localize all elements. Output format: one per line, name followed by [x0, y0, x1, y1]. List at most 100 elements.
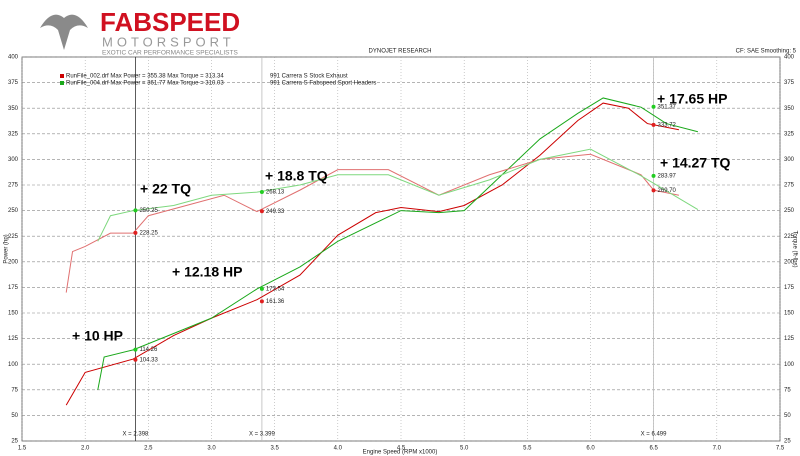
marker [259, 299, 264, 304]
annotation: + 18.8 TQ [265, 168, 328, 184]
y-tick-label: 400 [8, 55, 19, 61]
series-line [97, 148, 699, 242]
annotation: + 22 TQ [140, 181, 191, 197]
x-tick-label: 4.5 [397, 446, 406, 452]
y-tick-label: 225 [8, 234, 19, 240]
y2-tick-label: 325 [784, 131, 795, 137]
logo-emblem [40, 14, 88, 51]
y2-tick-label: 50 [784, 413, 791, 419]
marker-label: 268.13 [266, 190, 285, 196]
x-tick-label: 4.0 [334, 446, 343, 452]
y2-tick-label: 200 [784, 259, 795, 265]
marker [259, 190, 264, 195]
marker-label: 173.54 [266, 286, 285, 292]
y2-tick-label: 375 [784, 80, 795, 86]
marker [133, 347, 138, 352]
marker-label: 228.25 [139, 230, 158, 236]
y2-tick-label: 350 [784, 106, 795, 112]
cursor-label: X = 3.399 [249, 432, 276, 438]
brand: FABSPEED [100, 7, 240, 37]
y2-axis-title: Torque (ft-lbs) [791, 230, 797, 267]
marker [651, 188, 656, 193]
logo: FABSPEED MOTORSPORT EXOTIC CAR PERFORMAN… [40, 7, 240, 57]
marker [651, 122, 656, 127]
x-tick-label: 1.5 [18, 446, 27, 452]
y-tick-label: 75 [11, 387, 18, 393]
y2-tick-label: 150 [784, 311, 795, 317]
legend-label: 991 Carrera S Stock Exhaust [270, 74, 348, 80]
marker-label: 250.25 [139, 208, 158, 214]
y2-tick-label: 400 [784, 55, 795, 61]
y-tick-label: 175 [8, 285, 19, 291]
y-tick-label: 325 [8, 131, 19, 137]
brand-sub: MOTORSPORT [102, 34, 235, 49]
y2-tick-label: 250 [784, 208, 795, 214]
x-axis-title: Engine Speed (RPM x1000) [363, 450, 438, 456]
settings: CF: SAE Smoothing: 5 [736, 49, 797, 55]
legend-info: RunFile_002.drf Max Power = 355.38 Max T… [66, 74, 224, 80]
x-tick-label: 6.0 [586, 446, 595, 452]
marker [133, 208, 138, 213]
cursor-label: X = 6.499 [641, 432, 668, 438]
annotation: + 10 HP [72, 328, 123, 344]
annotation: + 14.27 TQ [660, 155, 731, 171]
y-tick-label: 50 [11, 413, 18, 419]
chart-title: DYNOJET RESEARCH [369, 49, 432, 55]
y2-tick-label: 100 [784, 362, 795, 368]
marker-label: 351.37 [658, 104, 677, 110]
legend-label: 991 Carrera S Fabspeed Sport Headers [270, 81, 376, 87]
legend-swatch [60, 74, 64, 78]
y-tick-label: 100 [8, 362, 19, 368]
annotation: + 17.65 HP [657, 91, 727, 107]
y-tick-label: 200 [8, 259, 19, 265]
marker-label: 104.33 [139, 357, 158, 363]
y2-tick-label: 175 [784, 285, 795, 291]
series-line [97, 97, 699, 390]
marker [133, 230, 138, 235]
x-tick-label: 6.5 [649, 446, 658, 452]
y2-tick-label: 125 [784, 336, 795, 342]
y-tick-label: 150 [8, 311, 19, 317]
y-tick-label: 300 [8, 157, 19, 163]
y2-tick-label: 25 [784, 439, 791, 445]
x-tick-label: 5.0 [460, 446, 469, 452]
y2-tick-label: 225 [784, 234, 795, 240]
x-tick-label: 5.5 [523, 446, 532, 452]
y-tick-label: 350 [8, 106, 19, 112]
y2-tick-label: 300 [784, 157, 795, 163]
y-tick-label: 275 [8, 183, 19, 189]
x-tick-label: 2.0 [81, 446, 90, 452]
y2-tick-label: 275 [784, 183, 795, 189]
tagline: EXOTIC CAR PERFORMANCE SPECIALISTS [102, 50, 238, 57]
y2-tick-label: 75 [784, 387, 791, 393]
marker-label: 249.33 [266, 209, 285, 215]
marker [259, 286, 264, 291]
y-tick-label: 125 [8, 336, 19, 342]
legend-info: RunFile_004.drf Max Power = 361.77 Max T… [66, 81, 224, 87]
cursor-label: X = 2.398 [123, 432, 150, 438]
y-tick-label: 375 [8, 80, 19, 86]
y-tick-label: 25 [11, 439, 18, 445]
x-tick-label: 7.5 [776, 446, 785, 452]
marker-label: 161.36 [266, 299, 285, 305]
annotation: + 12.18 HP [172, 264, 242, 280]
legend-swatch [60, 81, 64, 85]
x-tick-label: 3.0 [207, 446, 216, 452]
series-line [65, 102, 680, 406]
marker-label: 114.26 [139, 347, 158, 353]
marker-label: 283.97 [658, 173, 677, 179]
marker-label: 333.72 [658, 122, 677, 128]
x-tick-label: 3.5 [270, 446, 279, 452]
marker-label: 269.70 [658, 188, 677, 194]
marker [651, 173, 656, 178]
series-line [65, 153, 680, 293]
x-tick-label: 7.0 [713, 446, 722, 452]
marker [651, 104, 656, 109]
x-tick-label: 2.5 [144, 446, 153, 452]
marker [133, 357, 138, 362]
marker [259, 209, 264, 214]
y-tick-label: 250 [8, 208, 19, 214]
y-axis-title: Power (hp) [4, 234, 10, 263]
